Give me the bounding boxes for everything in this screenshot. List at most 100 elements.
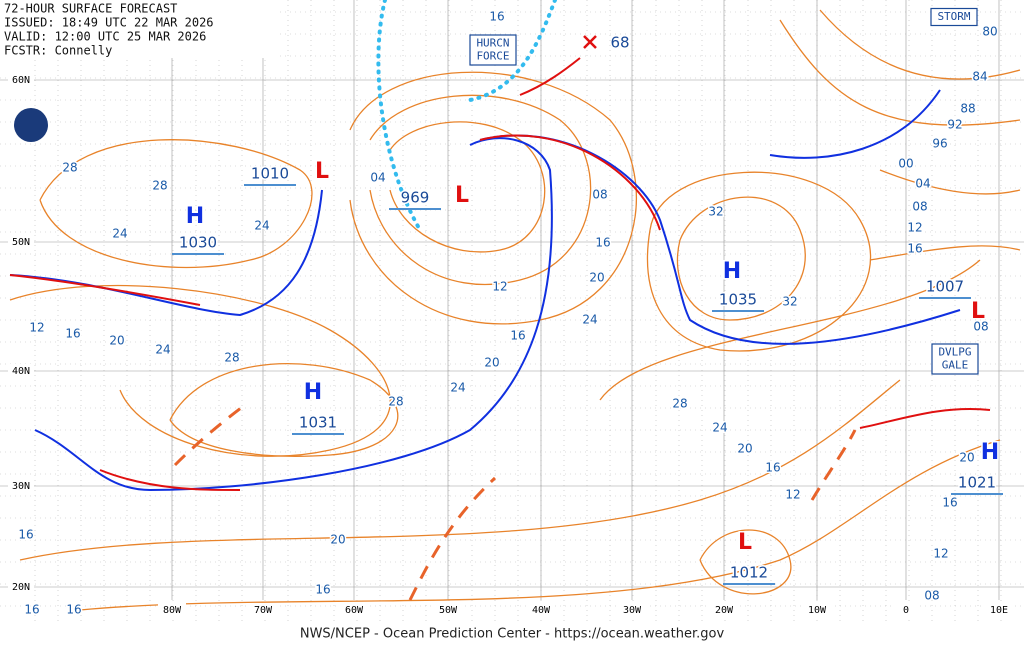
- warm-front: [479, 134, 661, 231]
- system-pressure: 1007: [926, 278, 964, 296]
- labels: 60N 50N 40N 30N 20N 80W 70W 60W 50W 40W 30W 20W 10W 0…: [8, 7, 1013, 618]
- trough: [173, 403, 246, 467]
- isobar-label: 16: [65, 327, 80, 341]
- warm-front: [859, 408, 991, 429]
- header-box: [0, 0, 280, 58]
- header-line: VALID: 12:00 UTC 25 MAR 2026: [4, 30, 206, 44]
- isobar-label: 08: [912, 200, 927, 214]
- lon-label: 80W: [163, 605, 182, 616]
- isobar-label: 08: [973, 320, 988, 334]
- isobar-label: 16: [24, 603, 39, 617]
- isobar-label: 24: [112, 227, 127, 241]
- isobar-label: 12: [907, 221, 922, 235]
- warning-box: [931, 343, 979, 375]
- isobar: [349, 71, 637, 325]
- footer: NWS/NCEP - Ocean Prediction Center - htt…: [300, 627, 725, 642]
- isobar-label: 04: [370, 171, 385, 185]
- storm-position: [583, 35, 597, 49]
- isobar-label: 28: [62, 161, 77, 175]
- lon-label: 70W: [254, 605, 273, 616]
- isobar-label: 92: [947, 118, 962, 132]
- isobar: [389, 121, 546, 253]
- isobar: [79, 439, 1001, 611]
- isobar-label: 88: [960, 102, 975, 116]
- ice-edge: [376, 0, 422, 232]
- isobar: [779, 19, 1021, 126]
- lon-label: 10W: [808, 605, 827, 616]
- system-pressure: 1035: [719, 291, 757, 309]
- system-pressure: 1010: [251, 165, 289, 183]
- isobar-label: 20: [484, 356, 499, 370]
- isobar-label: 28: [672, 397, 687, 411]
- isobar-label: 24: [155, 343, 170, 357]
- isobar-label: 08: [924, 589, 939, 603]
- lon-label: 20W: [715, 605, 734, 616]
- header-line: FCSTR: Connelly: [4, 44, 112, 58]
- label-box: [8, 73, 34, 87]
- warm-front: [99, 469, 241, 491]
- storm-wind: 68: [610, 34, 629, 52]
- isobar-label: 24: [582, 313, 597, 327]
- label-box: [892, 603, 920, 617]
- lon-label: 0: [903, 605, 909, 616]
- label-box: [249, 603, 277, 617]
- isobar-label: 20: [959, 451, 974, 465]
- isobar-label: 32: [782, 295, 797, 309]
- isobar-label: 20: [109, 334, 124, 348]
- lon-label: 30W: [623, 605, 642, 616]
- lon-label: 50W: [439, 605, 458, 616]
- label-box: [618, 603, 646, 617]
- isobar-label: 04: [915, 177, 930, 191]
- trough: [408, 476, 497, 601]
- isobar-label: 16: [765, 461, 780, 475]
- noaa-logo: [14, 108, 48, 142]
- label-box: [8, 235, 34, 249]
- isobar: [879, 169, 1021, 195]
- isobar-label: 16: [315, 583, 330, 597]
- system-pressure: 1030: [179, 234, 217, 252]
- isobar-label: 24: [712, 421, 727, 435]
- lon-label: 10E: [990, 605, 1008, 616]
- isobar-label: 28: [388, 395, 403, 409]
- isobar: [869, 245, 1021, 261]
- system-pressure: 969: [401, 189, 430, 207]
- lon-label: 60W: [345, 605, 364, 616]
- system-letter: H: [981, 440, 999, 465]
- system-letter: L: [455, 183, 469, 208]
- isobar-label: 16: [66, 603, 81, 617]
- label-box: [803, 603, 831, 617]
- label-box: [434, 603, 462, 617]
- header-line: ISSUED: 18:49 UTC 22 MAR 2026: [4, 16, 214, 30]
- storm-track: [519, 57, 581, 96]
- header-line: 72-HOUR SURFACE FORECAST: [4, 2, 177, 16]
- isobar: [19, 379, 901, 561]
- isobar-label: 16: [489, 10, 504, 24]
- fronts: [9, 0, 991, 601]
- isobar-label: 16: [595, 236, 610, 250]
- warning-label: HURCN FORCE: [476, 37, 509, 63]
- cold-front: [34, 137, 553, 492]
- warm-front: [9, 274, 201, 306]
- warning-label: STORM: [937, 10, 970, 23]
- isobar-label: 80: [982, 25, 997, 39]
- label-box: [158, 603, 186, 617]
- system-letter: L: [971, 299, 985, 324]
- isobar-label: 24: [254, 219, 269, 233]
- system-pressure: 1021: [958, 474, 996, 492]
- isobar-label: 28: [224, 351, 239, 365]
- isobar: [39, 139, 313, 269]
- isobar: [819, 9, 1021, 80]
- system-letter: H: [304, 380, 322, 405]
- lat-label: 20N: [12, 582, 30, 593]
- isobar-label: 12: [933, 547, 948, 561]
- isobar-label: 16: [18, 528, 33, 542]
- isobar-label: 20: [737, 442, 752, 456]
- label-box: [985, 603, 1013, 617]
- isobar-label: 16: [510, 329, 525, 343]
- label-box: [527, 603, 555, 617]
- isobar: [9, 284, 391, 457]
- footer-band: [0, 622, 1024, 652]
- label-box: [8, 364, 34, 378]
- isobar: [369, 94, 592, 286]
